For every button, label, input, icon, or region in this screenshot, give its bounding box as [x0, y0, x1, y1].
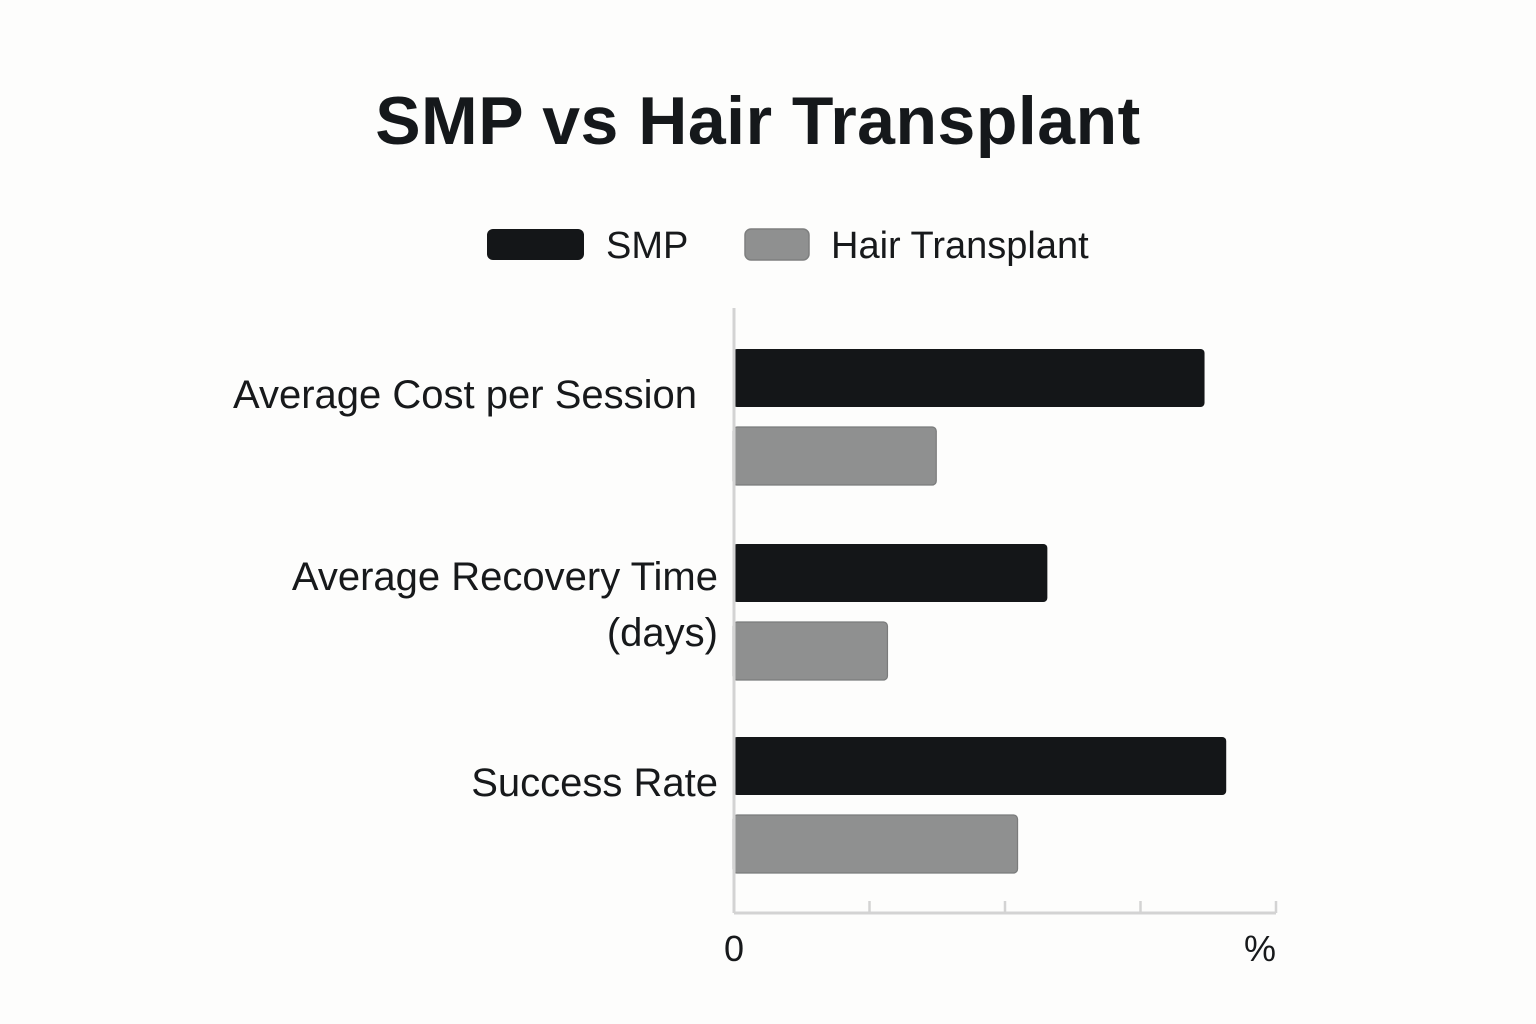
bars	[732, 349, 1227, 874]
bar-hair-transplant	[732, 426, 937, 486]
bar-smp	[733, 737, 1227, 795]
legend-swatch-smp	[487, 229, 584, 260]
category-label: Average Recovery Time	[292, 555, 718, 599]
bar-smp	[733, 349, 1205, 407]
category-labels: Average Cost per Session Average Recovery…	[233, 373, 718, 805]
bar-hair-transplant	[732, 621, 889, 681]
legend-label-smp: SMP	[606, 225, 688, 267]
axes: 0%	[724, 308, 1278, 969]
legend-swatch-hair-transplant	[744, 228, 810, 261]
x-tick-label: 0	[724, 928, 744, 969]
legend-label-hair-transplant: Hair Transplant	[831, 225, 1089, 267]
category-label: Average Cost per Session	[233, 373, 697, 417]
category-label: (days)	[607, 611, 718, 655]
chart-title: SMP vs Hair Transplant	[375, 83, 1141, 159]
category-label: Success Rate	[471, 761, 718, 805]
x-axis-unit-label: %	[1244, 928, 1276, 969]
bar-hair-transplant	[732, 814, 1019, 874]
legend: SMP Hair Transplant	[487, 225, 1089, 267]
bar-smp	[733, 544, 1048, 602]
